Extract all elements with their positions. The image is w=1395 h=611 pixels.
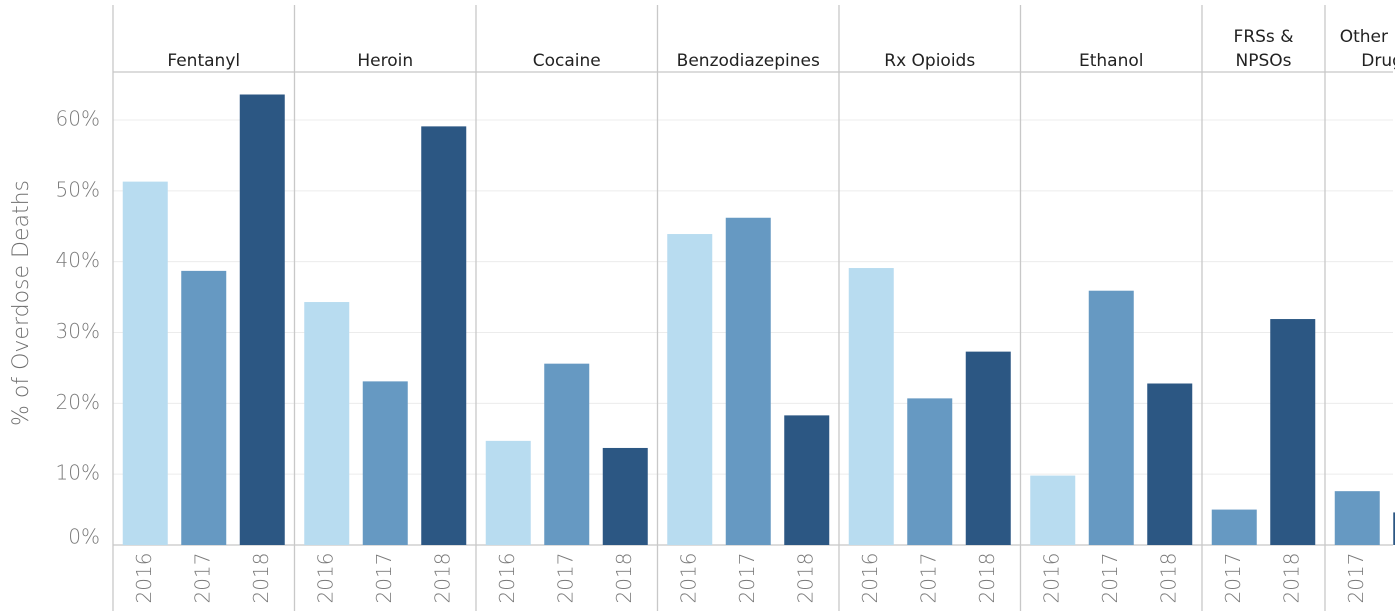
bar-benzodiazepines-2017	[725, 217, 771, 545]
y-tick-labels: 0% 10% 20% 30% 40% 50% 60%	[56, 107, 100, 549]
y-tick-label: 10%	[56, 461, 100, 485]
bar-fentanyl-2017	[181, 270, 227, 545]
panel-title: Heroin	[357, 51, 413, 71]
y-axis-label: % of Overdose Deaths	[9, 180, 34, 426]
bar-other-illicit-drugs-2018	[1393, 512, 1395, 545]
x-tick-label: 2017	[372, 553, 396, 604]
x-tick-label: 2016	[313, 553, 337, 604]
panel-frame	[112, 5, 1393, 611]
bar-benzodiazepines-2016	[667, 234, 713, 545]
y-tick-label: 50%	[56, 177, 100, 201]
y-tick-label: 30%	[56, 319, 100, 343]
bar-fentanyl-2016	[122, 181, 168, 545]
bar-ethanol-2016	[1030, 475, 1076, 545]
x-tick-label: 2017	[1221, 553, 1245, 604]
bar-heroin-2018	[421, 126, 467, 545]
x-tick-label: 2018	[1279, 553, 1303, 604]
y-tick-label: 40%	[56, 248, 100, 272]
panel-title: Rx Opioids	[884, 51, 975, 71]
x-tick-label: 2017	[735, 553, 759, 604]
x-tick-label: 2018	[1156, 553, 1180, 604]
panel-title: Ethanol	[1079, 51, 1144, 71]
x-tick-label: 2018	[249, 553, 273, 604]
x-tick-label: 2017	[916, 553, 940, 604]
panel-title: Other IllicitDrugs	[1340, 27, 1395, 71]
x-tick-label: 2018	[430, 553, 454, 604]
y-tick-label: 20%	[56, 390, 100, 414]
x-tick-label: 2016	[495, 553, 519, 604]
x-tick-label: 2016	[676, 553, 700, 604]
y-tick-label: 0%	[68, 525, 100, 549]
panel-title: Fentanyl	[167, 51, 240, 71]
x-tick-label: 2017	[1344, 553, 1368, 604]
bar-rx-opioids-2018	[965, 351, 1011, 545]
bars	[122, 94, 1395, 545]
x-tick-label: 2017	[190, 553, 214, 604]
x-tick-label: 2018	[612, 553, 636, 604]
bar-other-illicit-drugs-2017	[1334, 491, 1380, 545]
x-tick-label: 2016	[858, 553, 882, 604]
x-tick-label: 2018	[975, 553, 999, 604]
panel-title: Benzodiazepines	[677, 51, 820, 71]
bar-rx-opioids-2016	[848, 268, 894, 545]
x-tick-label: 2016	[132, 553, 156, 604]
bar-cocaine-2016	[485, 440, 531, 545]
bar-heroin-2017	[362, 381, 408, 545]
x-tick-labels: 2016 2017 2018 2016 2017 2018 2016 2017 2018 2016…	[132, 553, 1368, 604]
bar-heroin-2016	[304, 302, 350, 545]
x-tick-label: 2017	[1098, 553, 1122, 604]
x-tick-label: 2018	[793, 553, 817, 604]
x-tick-label: 2016	[1039, 553, 1063, 604]
panel-title: Cocaine	[533, 51, 601, 71]
bar-frss-npsos-2018	[1270, 319, 1316, 545]
bar-ethanol-2017	[1088, 290, 1134, 545]
bar-ethanol-2018	[1147, 383, 1193, 545]
x-tick-label: 2017	[553, 553, 577, 604]
bar-frss-npsos-2017	[1211, 509, 1257, 545]
bar-cocaine-2017	[544, 363, 590, 545]
bar-rx-opioids-2017	[907, 398, 953, 545]
bar-fentanyl-2018	[239, 94, 285, 545]
panel-title: FRSs & NPSOs	[1234, 27, 1294, 71]
y-tick-label: 60%	[56, 107, 100, 131]
bar-benzodiazepines-2018	[784, 415, 830, 545]
panel-titles: Fentanyl Heroin Cocaine Benzodiazepines Rx O…	[167, 27, 1395, 71]
bar-cocaine-2018	[602, 447, 648, 545]
